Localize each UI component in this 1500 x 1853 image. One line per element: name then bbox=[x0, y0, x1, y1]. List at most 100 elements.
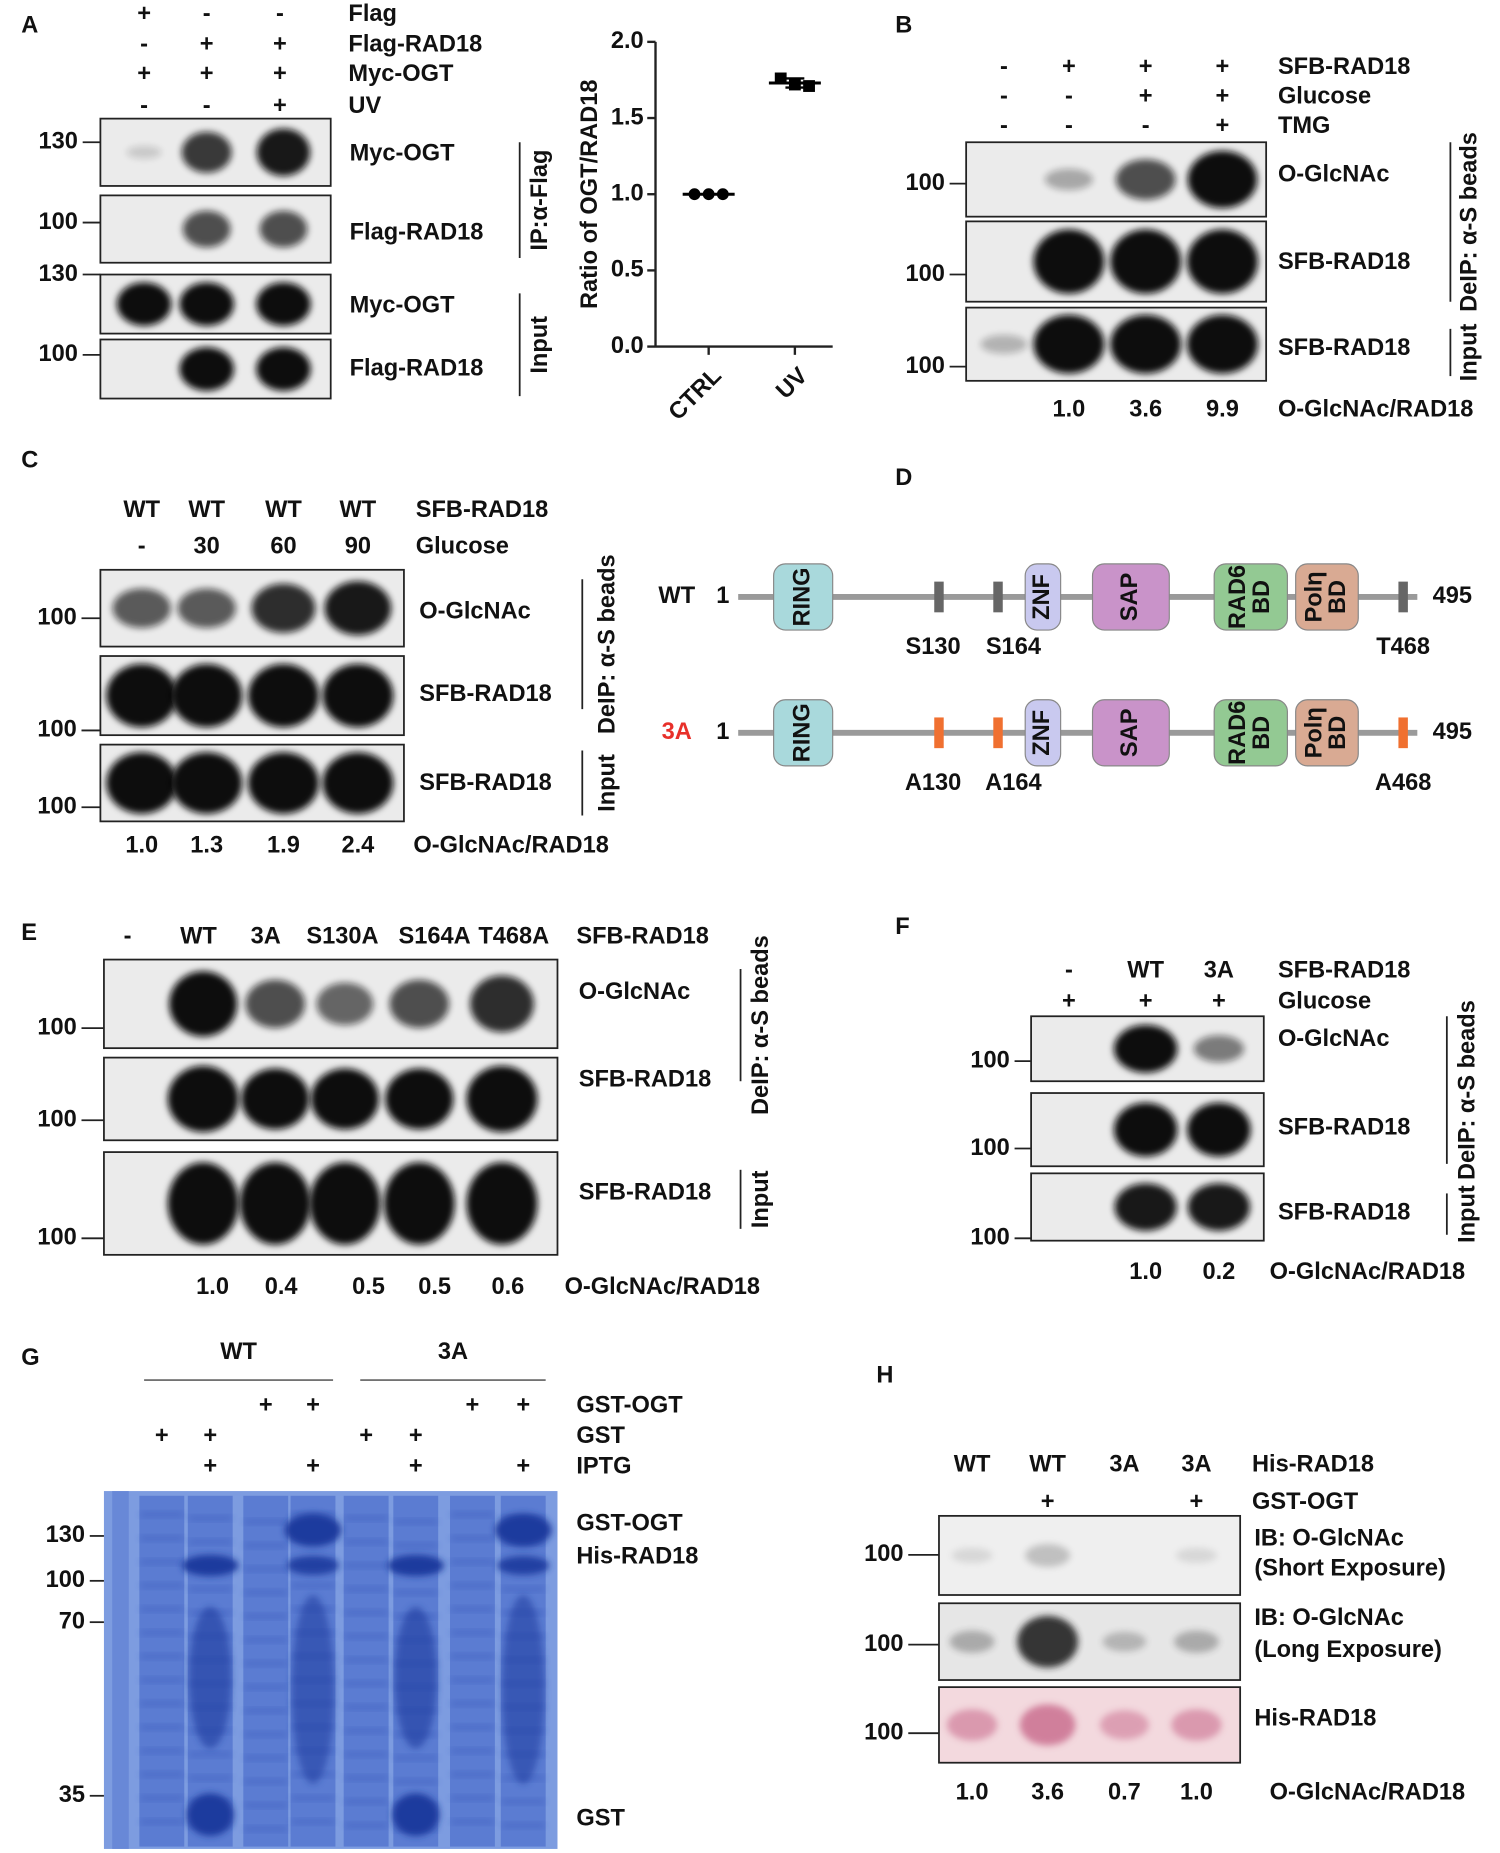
domain-label: BD bbox=[1249, 580, 1275, 614]
band bbox=[1113, 1102, 1178, 1157]
ratio-value: 1.0 bbox=[125, 832, 158, 858]
band bbox=[310, 1068, 379, 1130]
condition-sign: + bbox=[200, 32, 214, 58]
domain-label: RAD6 bbox=[1225, 701, 1251, 765]
mw-marker: 100 bbox=[970, 1135, 1009, 1161]
blot-label: SFB-RAD18 bbox=[1278, 1115, 1411, 1141]
band bbox=[1110, 229, 1182, 294]
condition-label: GST bbox=[576, 1423, 625, 1449]
gel-band bbox=[394, 1755, 438, 1761]
y-tick-label: 0.5 bbox=[611, 257, 644, 283]
gel-lane bbox=[343, 1495, 389, 1847]
domain-label: RAD6 bbox=[1225, 565, 1251, 629]
gel-band bbox=[501, 1799, 545, 1805]
condition-sign: WT bbox=[188, 497, 225, 523]
band bbox=[1017, 1615, 1079, 1668]
domain-label: ZNF bbox=[1029, 574, 1055, 620]
gel-band bbox=[344, 1681, 388, 1686]
band bbox=[1175, 1547, 1217, 1564]
mw-marker: 100 bbox=[37, 1014, 76, 1040]
domain-label: RING bbox=[789, 703, 815, 762]
band bbox=[951, 1547, 993, 1564]
condition-sign: 3A bbox=[1204, 958, 1234, 984]
condition-sign: + bbox=[1139, 84, 1153, 110]
gel-band bbox=[451, 1512, 494, 1518]
site-mark bbox=[993, 581, 1003, 613]
band bbox=[470, 975, 534, 1033]
condition-sign: T468A bbox=[478, 923, 549, 949]
ratio-value: 0.4 bbox=[265, 1274, 298, 1300]
band bbox=[1187, 150, 1258, 209]
condition-label: GST-OGT bbox=[1252, 1489, 1359, 1515]
group-label: IP:α-Flag bbox=[527, 150, 553, 251]
band bbox=[169, 971, 238, 1037]
gel-band bbox=[344, 1822, 388, 1828]
band bbox=[383, 1162, 455, 1245]
domain bbox=[1213, 563, 1288, 631]
group-label: WT bbox=[220, 1339, 257, 1365]
site-mark bbox=[1398, 717, 1408, 749]
mw-marker: 100 bbox=[37, 604, 76, 630]
gel-band bbox=[244, 1613, 288, 1619]
domain-label: Polη bbox=[1301, 707, 1327, 758]
condition-sign: + bbox=[1216, 54, 1230, 80]
mw-marker: 130 bbox=[39, 261, 78, 287]
ratio-value: 0.6 bbox=[491, 1274, 524, 1300]
mw-marker: 130 bbox=[39, 128, 78, 154]
band-label: GST-OGT bbox=[576, 1510, 683, 1536]
condition-sign: - bbox=[203, 93, 211, 119]
band bbox=[1033, 229, 1105, 294]
condition-label: Flag bbox=[348, 1, 397, 27]
gel-band bbox=[451, 1630, 494, 1636]
site-mark bbox=[934, 717, 944, 749]
gel-band bbox=[244, 1519, 288, 1525]
condition-sign: - bbox=[124, 923, 132, 949]
gel-band bbox=[501, 1822, 545, 1828]
domain-label: SAP bbox=[1117, 709, 1143, 758]
gel-band bbox=[394, 1519, 438, 1525]
condition-sign: + bbox=[306, 1392, 320, 1418]
mw-marker: 100 bbox=[864, 1631, 903, 1657]
data-point bbox=[688, 188, 701, 201]
gel-band bbox=[244, 1826, 288, 1832]
gel-band bbox=[451, 1606, 494, 1612]
gel-band bbox=[451, 1559, 494, 1565]
ratio-label: O-GlcNAc/RAD18 bbox=[1270, 1259, 1465, 1285]
band bbox=[181, 131, 232, 173]
condition-sign: - bbox=[1065, 113, 1073, 139]
condition-label: SFB-RAD18 bbox=[1278, 958, 1411, 984]
band bbox=[181, 1554, 239, 1577]
domain-label: SAP bbox=[1117, 573, 1143, 622]
band bbox=[182, 210, 231, 248]
domain-label: BD bbox=[1325, 716, 1351, 750]
gel-band bbox=[244, 1543, 288, 1548]
gel-band bbox=[451, 1772, 494, 1777]
condition-sign: + bbox=[409, 1454, 423, 1480]
construct-end: 495 bbox=[1433, 719, 1472, 745]
mw-marker: 100 bbox=[970, 1047, 1009, 1073]
gel-band bbox=[344, 1633, 388, 1639]
blot-label: Myc-OGT bbox=[350, 140, 456, 166]
condition-sign: + bbox=[1139, 988, 1153, 1014]
condition-label: SFB-RAD18 bbox=[416, 497, 548, 523]
panel-letter: D bbox=[895, 465, 912, 491]
gel-band bbox=[140, 1535, 184, 1541]
band bbox=[316, 982, 374, 1026]
site-label: S164 bbox=[986, 634, 1041, 660]
band bbox=[251, 583, 316, 633]
band bbox=[1099, 1710, 1149, 1740]
mw-marker: 70 bbox=[59, 1608, 85, 1634]
condition-sign: WT bbox=[1127, 958, 1164, 984]
condition-sign: WT bbox=[265, 497, 302, 523]
band bbox=[322, 663, 394, 728]
mw-marker: 130 bbox=[46, 1522, 85, 1548]
group-label: Input bbox=[595, 754, 621, 812]
band bbox=[239, 1162, 311, 1245]
condition-sign: + bbox=[203, 1454, 217, 1480]
gel-band bbox=[140, 1819, 184, 1825]
band bbox=[106, 752, 178, 814]
site-label: S130 bbox=[906, 634, 961, 660]
gel-lane bbox=[139, 1495, 185, 1847]
gel-band bbox=[140, 1772, 184, 1777]
gel-band bbox=[244, 1661, 288, 1666]
